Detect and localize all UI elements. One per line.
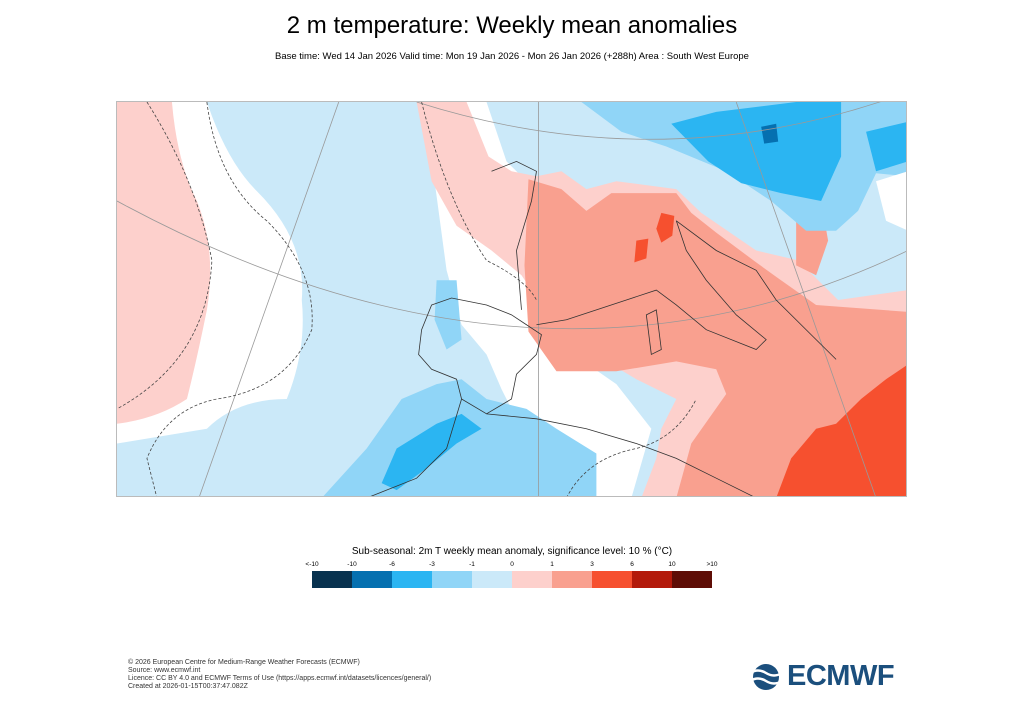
legend-label: -6	[389, 561, 395, 568]
footer: © 2026 European Centre for Medium-Range …	[128, 659, 431, 691]
legend-color-swatch	[472, 571, 512, 588]
ecmwf-logo-icon	[749, 663, 783, 690]
legend-labels: <-10 -10 -6 -3 -1 0 1 3 6 10 >10	[292, 561, 732, 571]
significance-contours	[117, 102, 697, 496]
source-text: Source: www.ecmwf.int	[128, 667, 201, 674]
legend-title: Sub-seasonal: 2m T weekly mean anomaly, …	[351, 546, 673, 557]
graticule	[117, 102, 906, 496]
coastlines	[370, 160, 837, 496]
ecmwf-logo: ECMWF	[748, 660, 895, 693]
legend-color-swatch	[312, 571, 352, 588]
legend-color-swatch	[512, 571, 552, 588]
legend-label: <-10	[305, 561, 319, 568]
ecmwf-logo-text: ECMWF	[787, 660, 895, 692]
legend-label: 10	[668, 561, 676, 568]
legend-label: 3	[590, 561, 594, 568]
warm-zone-west	[117, 102, 211, 424]
cold-zone-northeast-east	[866, 122, 906, 172]
cold-zone-africa-dark	[381, 413, 482, 491]
legend-label: -10	[347, 561, 357, 568]
legend-label: -3	[429, 561, 435, 568]
legend-colorbar	[312, 571, 712, 588]
legend-color-swatch	[432, 571, 472, 588]
copyright-text: © 2026 European Centre for Medium-Range …	[128, 659, 360, 666]
map-canvas	[117, 102, 906, 496]
white-patch-northeast	[876, 171, 906, 230]
created-text: Created at 2026-01-15T00:37:47.082Z	[128, 683, 248, 690]
hot-zone-alps-1	[656, 212, 675, 243]
legend-label: -1	[469, 561, 475, 568]
legend-label: >10	[706, 561, 718, 568]
legend-color-swatch	[392, 571, 432, 588]
warm-zone-salmon	[524, 179, 906, 496]
legend-color-swatch	[552, 571, 592, 588]
legend-color-swatch	[592, 571, 632, 588]
legend-color-swatch	[672, 571, 712, 588]
cold-zone-northeast-darker	[761, 123, 779, 144]
chart-title: 2 m temperature: Weekly mean anomalies	[286, 12, 738, 39]
legend-label: 1	[550, 561, 554, 568]
chart-subtitle: Base time: Wed 14 Jan 2026 Valid time: M…	[275, 51, 749, 62]
cold-zone-northeast-dark	[671, 102, 842, 201]
legend-color-swatch	[632, 571, 672, 588]
legend-label: 6	[630, 561, 634, 568]
legend-color-swatch	[352, 571, 392, 588]
hot-zone-alps-2	[634, 238, 649, 263]
hot-zone-africa	[776, 365, 906, 496]
licence-text: Licence: CC BY 4.0 and ECMWF Terms of Us…	[128, 675, 432, 682]
cold-zone-iberia	[434, 280, 462, 350]
anomaly-map[interactable]	[116, 101, 907, 497]
legend-label: 0	[510, 561, 514, 568]
